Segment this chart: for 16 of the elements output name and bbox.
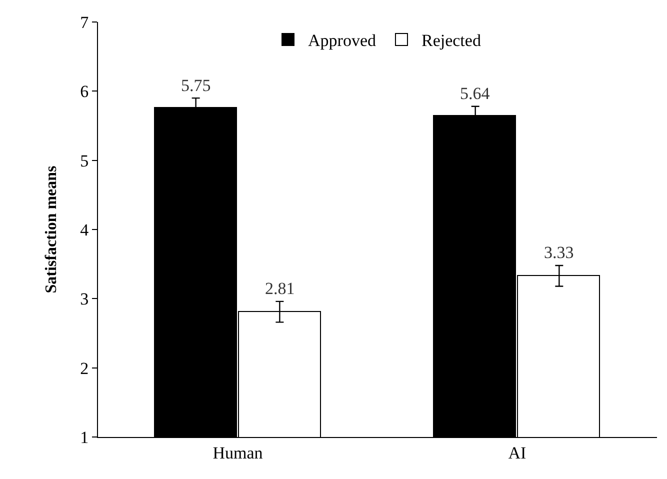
- y-tick-label: 2: [80, 358, 89, 378]
- y-tick-label: 3: [80, 290, 89, 309]
- data-label: 5.64: [460, 84, 490, 103]
- data-label: 5.75: [181, 76, 211, 95]
- legend-label: Rejected: [421, 31, 482, 50]
- x-tick-label: AI: [508, 443, 527, 462]
- y-tick-label: 1: [80, 428, 89, 447]
- y-axis-title: Satisfaction means: [43, 166, 60, 294]
- data-label: 3.33: [544, 243, 574, 262]
- y-tick-label: 5: [80, 151, 89, 170]
- y-tick-label: 6: [80, 82, 89, 102]
- y-tick-label: 7: [80, 12, 90, 32]
- legend-label: Approved: [308, 31, 376, 50]
- y-tick-label: 4: [80, 220, 90, 240]
- x-tick-label: Human: [212, 443, 264, 462]
- data-label: 2.81: [265, 279, 295, 298]
